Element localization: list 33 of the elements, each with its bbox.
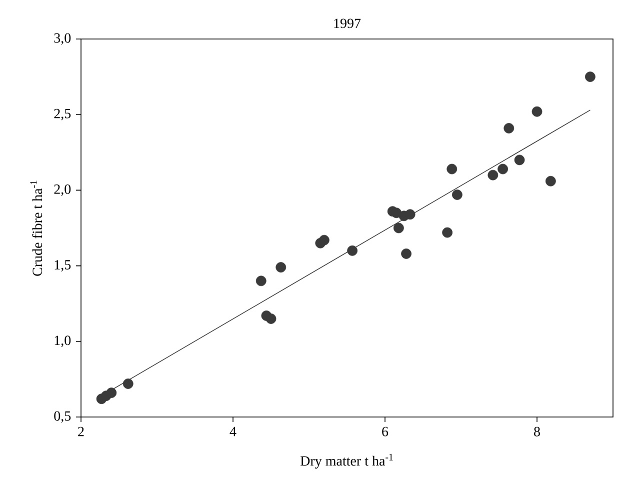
x-axis-title: Dry matter t ha$^{-1}$ (300, 454, 393, 469)
point (319, 234, 330, 246)
point (106, 388, 117, 398)
x-tick-label: 2 (78, 426, 84, 436)
point (446, 164, 458, 174)
point (532, 106, 542, 117)
point (452, 190, 462, 200)
y-tick-label: 1,5 (54, 260, 71, 272)
point (504, 123, 514, 134)
point (347, 245, 358, 256)
point (545, 176, 556, 186)
x-tick-label: 4 (230, 426, 236, 436)
y-tick-label: 0,5 (54, 411, 71, 423)
y-tick-label: 2,0 (54, 184, 71, 196)
point (401, 248, 412, 259)
point (276, 262, 286, 273)
point (404, 209, 416, 220)
point (442, 227, 453, 238)
point (266, 314, 276, 324)
chart-title: 1997 (334, 18, 361, 28)
point (256, 276, 266, 286)
y-axis-title: Crude fibre t ha$^{-1}$ (30, 180, 42, 276)
y-tick-label: 1,0 (54, 336, 71, 348)
point (514, 154, 525, 166)
y-tick-label: 2,5 (54, 108, 71, 120)
x-tick-label: 6 (382, 426, 388, 436)
point (585, 72, 596, 82)
x-tick-label: 8 (534, 426, 540, 436)
point (488, 170, 498, 180)
point (122, 378, 134, 389)
y-tick-label: 3,0 (54, 33, 71, 45)
point (393, 222, 404, 234)
point (498, 164, 508, 174)
